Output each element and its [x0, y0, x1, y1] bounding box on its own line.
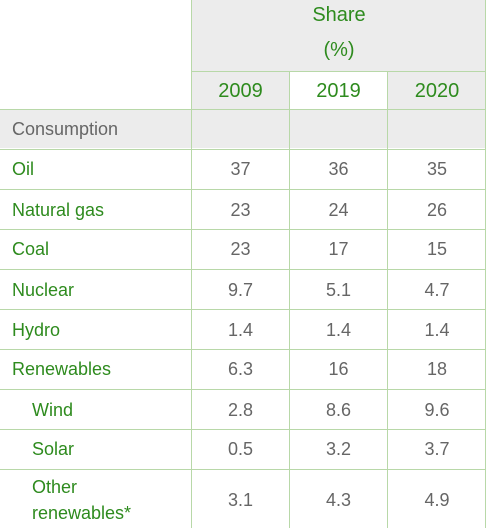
row-other-renewables-2020: 4.9	[424, 489, 450, 510]
rule-under-share	[192, 71, 486, 72]
rule-row-7	[0, 429, 486, 430]
year-cell-2020-bg	[388, 72, 486, 110]
row-hydro-2019: 1.4	[325, 319, 352, 340]
year-cell-2019-bg	[290, 72, 387, 110]
row-natural-gas-2020: 26	[426, 199, 448, 220]
row-wind-2020: 9.6	[424, 399, 450, 420]
header-share-block	[192, 0, 486, 72]
rule-under-years	[0, 109, 486, 110]
row-oil-2020: 35	[426, 158, 448, 179]
row-renewables-2009: 6.3	[227, 358, 254, 379]
row-label-other-renewables-line1: Other	[32, 477, 78, 497]
rule-col-1	[191, 0, 192, 528]
row-label-wind: Wind	[32, 399, 74, 420]
rule-row-5	[0, 349, 486, 350]
row-nuclear-2009: 9.7	[227, 279, 254, 300]
row-oil-2009: 37	[230, 158, 251, 179]
rule-row-2	[0, 229, 486, 230]
rule-row-6	[0, 389, 486, 390]
row-label-hydro: Hydro	[12, 319, 61, 340]
row-other-renewables-2019: 4.3	[325, 489, 352, 510]
row-solar-2019: 3.2	[325, 438, 352, 459]
rule-col-2	[289, 72, 290, 528]
row-label-nuclear: Nuclear	[12, 279, 75, 300]
row-solar-2009: 0.5	[227, 438, 254, 459]
rule-row-3	[0, 269, 486, 270]
row-hydro-2009: 1.4	[227, 319, 254, 340]
rule-row-1	[0, 189, 486, 190]
rule-under-section	[0, 149, 486, 150]
section-consumption: Consumption	[0, 110, 486, 148]
row-label-coal: Coal	[12, 238, 50, 259]
row-label-other-renewables-line2: renewables*	[32, 503, 132, 523]
row-oil-2019: 36	[328, 158, 349, 179]
row-coal-2019: 17	[328, 238, 349, 259]
row-natural-gas-2019: 24	[328, 199, 349, 220]
row-label-renewables: Renewables	[12, 358, 112, 379]
row-natural-gas-2009: 23	[230, 199, 251, 220]
row-renewables-2019: 16	[328, 358, 349, 379]
row-label-solar: Solar	[32, 438, 75, 459]
row-label-oil: Oil	[12, 158, 34, 179]
year-2019: 2019	[316, 80, 361, 102]
row-coal-2020: 15	[426, 238, 448, 259]
rule-row-8	[0, 469, 486, 470]
row-wind-2009: 2.8	[227, 399, 254, 420]
header-share-unit: (%)	[323, 39, 355, 61]
row-other-renewables-2009: 3.1	[227, 489, 254, 510]
row-label-natural-gas: Natural gas	[12, 199, 105, 220]
row-wind-2019: 8.6	[325, 399, 352, 420]
year-cell-2009-bg	[192, 72, 289, 110]
row-renewables-2020: 18	[426, 358, 448, 379]
row-hydro-2020: 1.4	[424, 319, 450, 340]
rule-row-4	[0, 309, 486, 310]
row-solar-2020: 3.7	[424, 438, 450, 459]
rule-col-3	[387, 72, 388, 528]
header-share-title: Share	[312, 4, 366, 26]
year-2020: 2020	[414, 80, 460, 102]
year-2009: 2009	[218, 80, 263, 102]
row-nuclear-2019: 5.1	[325, 279, 352, 300]
row-nuclear-2020: 4.7	[424, 279, 450, 300]
row-coal-2009: 23	[230, 238, 251, 259]
